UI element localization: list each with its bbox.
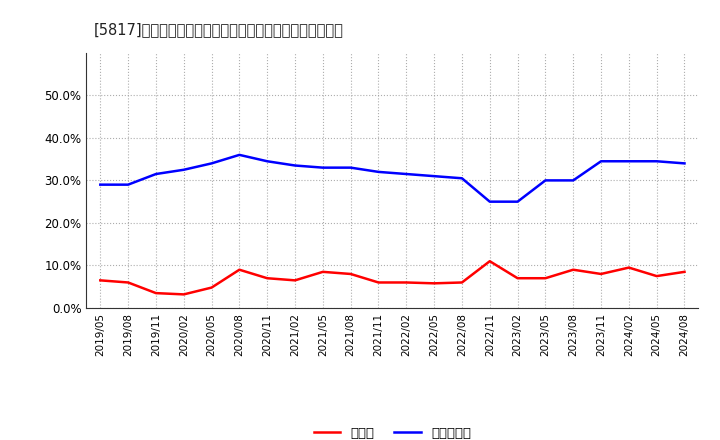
現頲金 (513, 275, 522, 281)
現頲金 (624, 265, 633, 270)
現頲金 (569, 267, 577, 272)
現頲金 (402, 280, 410, 285)
現頲金 (152, 290, 161, 296)
現頲金 (346, 271, 355, 277)
現頲金 (263, 275, 271, 281)
現頲金 (458, 280, 467, 285)
有利子負債 (513, 199, 522, 204)
有利子負債 (597, 159, 606, 164)
有利子負債 (263, 159, 271, 164)
Line: 有利子負債: 有利子負債 (100, 155, 685, 202)
有利子負債 (291, 163, 300, 168)
有利子負債 (569, 178, 577, 183)
有利子負債 (207, 161, 216, 166)
Legend: 現頲金, 有利子負債: 現頲金, 有利子負債 (308, 422, 477, 440)
有利子負債 (346, 165, 355, 170)
有利子負債 (680, 161, 689, 166)
Line: 現頲金: 現頲金 (100, 261, 685, 294)
有利子負債 (179, 167, 188, 172)
現頲金 (207, 285, 216, 290)
Text: [5817]　現頲金、有利子負債の総資産に対する比率の推移: [5817] 現頲金、有利子負債の総資産に対する比率の推移 (94, 22, 343, 37)
有利子負債 (541, 178, 550, 183)
現頲金 (541, 275, 550, 281)
有利子負債 (624, 159, 633, 164)
現頲金 (318, 269, 327, 275)
有利子負債 (318, 165, 327, 170)
有利子負債 (152, 171, 161, 176)
現頲金 (96, 278, 104, 283)
有利子負債 (235, 152, 243, 158)
有利子負債 (652, 159, 661, 164)
現頲金 (374, 280, 383, 285)
有利子負債 (458, 176, 467, 181)
現頲金 (652, 273, 661, 279)
現頲金 (235, 267, 243, 272)
現頲金 (179, 292, 188, 297)
現頲金 (597, 271, 606, 277)
現頲金 (680, 269, 689, 275)
現頲金 (124, 280, 132, 285)
現頲金 (485, 259, 494, 264)
有利子負債 (430, 173, 438, 179)
有利子負債 (485, 199, 494, 204)
有利子負債 (374, 169, 383, 175)
現頲金 (430, 281, 438, 286)
有利子負債 (96, 182, 104, 187)
有利子負債 (402, 171, 410, 176)
現頲金 (291, 278, 300, 283)
有利子負債 (124, 182, 132, 187)
